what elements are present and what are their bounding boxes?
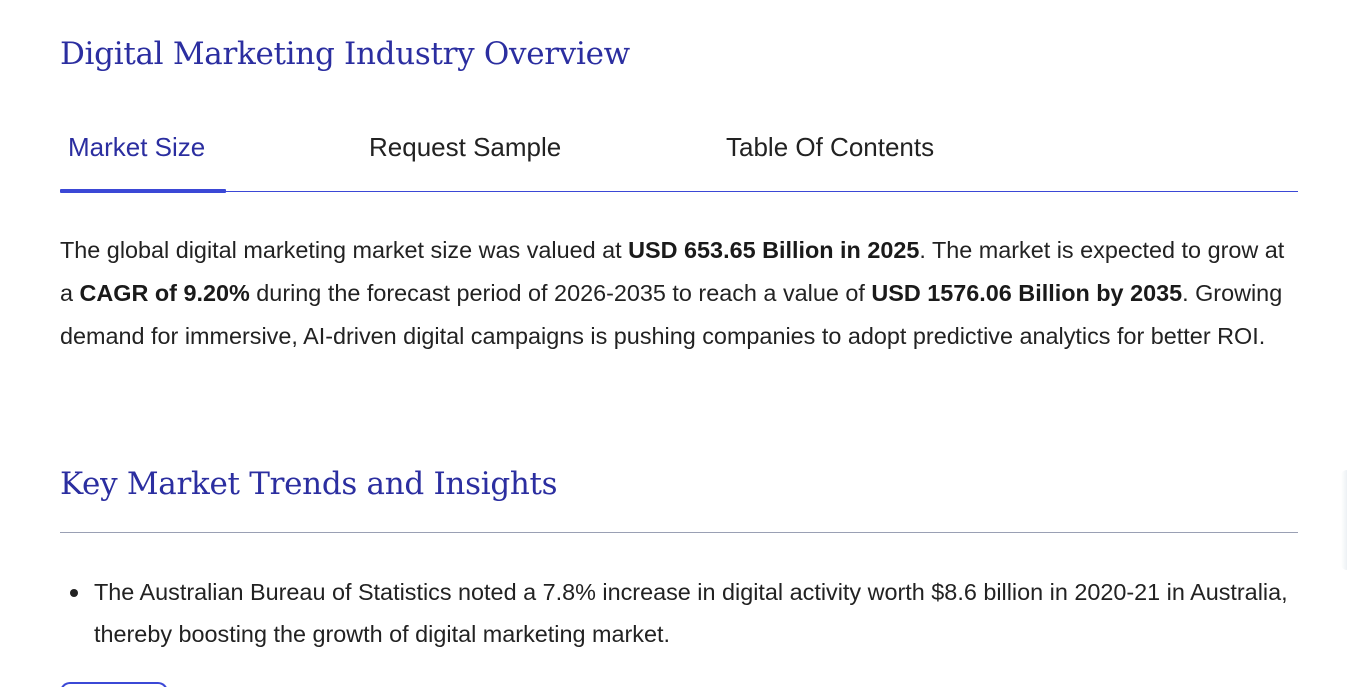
page-title: Digital Marketing Industry Overview (60, 36, 630, 72)
tab-table-of-contents[interactable]: Table Of Contents (726, 132, 935, 162)
market-size-summary: The global digital marketing market size… (60, 229, 1298, 358)
list-item: The Australian Bureau of Statistics note… (60, 571, 1298, 655)
bullet-icon (70, 589, 78, 597)
list-item-text: The Australian Bureau of Statistics note… (94, 579, 1288, 647)
section-divider (60, 532, 1298, 533)
summary-market-value-2025: USD 653.65 Billion in 2025 (628, 237, 920, 263)
summary-text-3: during the forecast period of 2026-2035 … (249, 280, 872, 306)
floating-button-edge[interactable] (60, 682, 168, 687)
summary-market-value-2035: USD 1576.06 Billion by 2035 (871, 280, 1183, 306)
summary-text-2: . The market is expected to grow at a (60, 237, 1285, 306)
summary-text-4: . Growing demand for immersive, AI-drive… (60, 280, 1283, 349)
summary-text-1: The global digital marketing market size… (60, 237, 629, 263)
section-title-key-trends: Key Market Trends and Insights (60, 466, 558, 502)
scroll-edge-shadow (1341, 470, 1347, 570)
tab-bar: Market Size Request Sample Table Of Cont… (60, 118, 1298, 193)
summary-cagr: CAGR of 9.20% (79, 280, 250, 306)
tab-request-sample[interactable]: Request Sample (369, 132, 562, 162)
trends-list: The Australian Bureau of Statistics note… (60, 571, 1298, 655)
tab-market-size[interactable]: Market Size (68, 132, 206, 162)
active-tab-indicator (60, 189, 226, 193)
